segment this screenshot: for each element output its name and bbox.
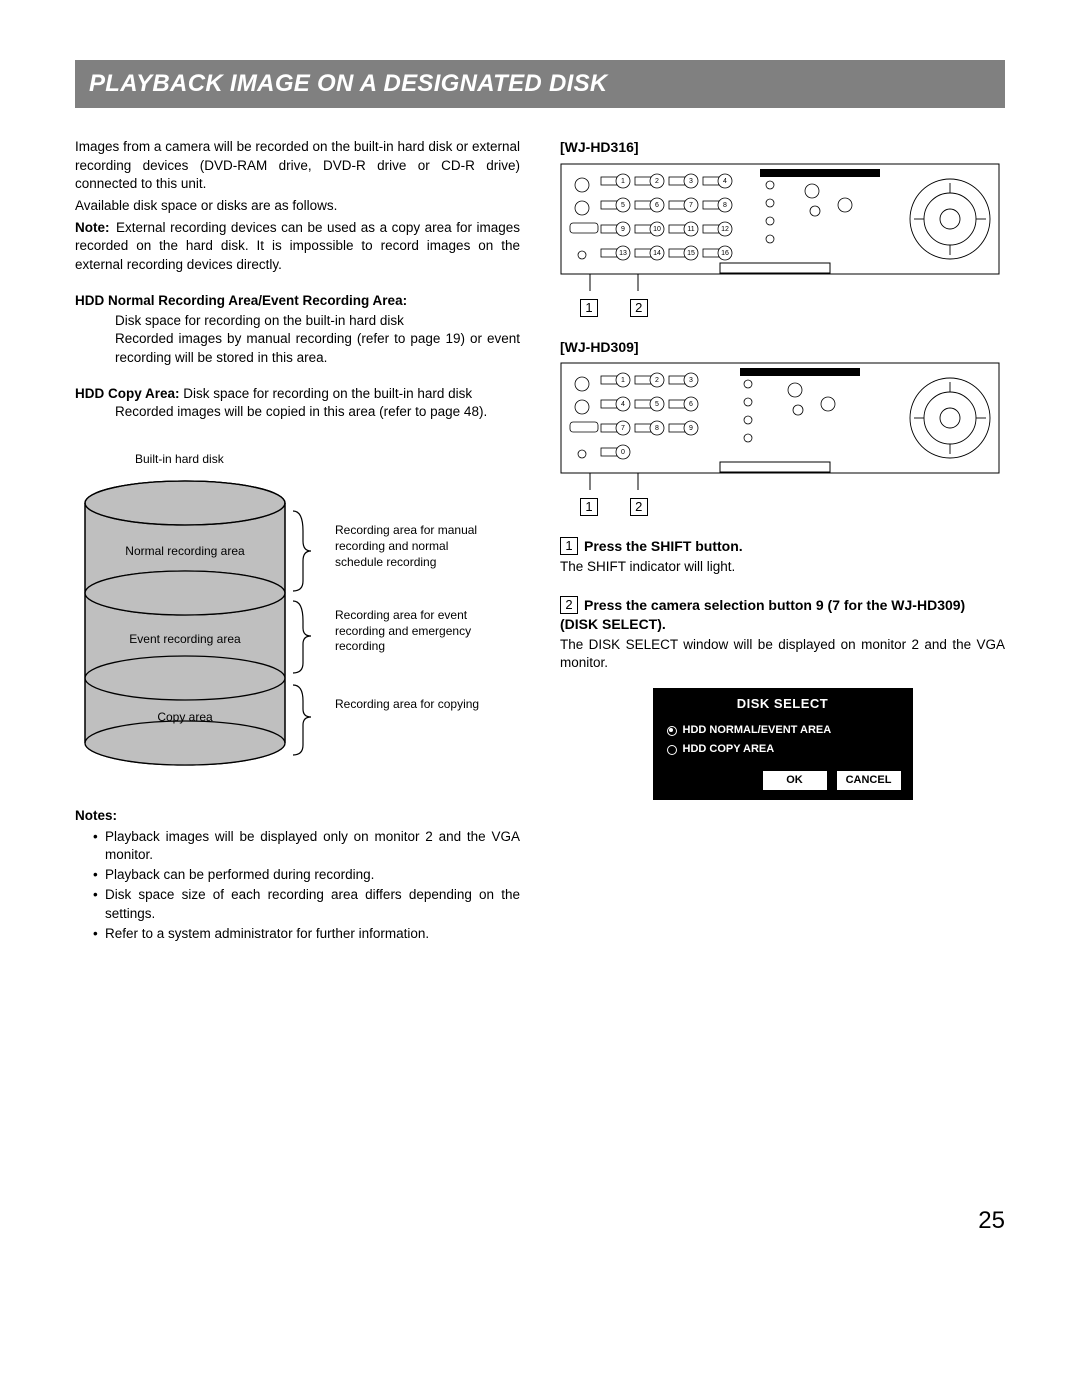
hdd-normal-heading: HDD Normal Recording Area/Event Recordin… — [75, 292, 520, 310]
note-item: Disk space size of each recording area d… — [93, 886, 520, 922]
legend-3: Recording area for copying — [335, 697, 485, 713]
disk-select-option[interactable]: HDD NORMAL/EVENT AREA — [667, 723, 899, 738]
callout-2: 2 — [630, 299, 648, 317]
svg-text:1: 1 — [621, 377, 625, 384]
note-item-tail: Refer to a system administrator for furt… — [93, 925, 520, 943]
svg-text:10: 10 — [653, 226, 661, 233]
right-column: [WJ-HD316] 12345678910111213141516 — [560, 138, 1005, 945]
cylinder-title: Built-in hard disk — [135, 451, 520, 467]
notes-heading: Notes: — [75, 807, 520, 825]
notes-list: Playback images will be displayed only o… — [75, 828, 520, 943]
svg-text:5: 5 — [655, 401, 659, 408]
svg-text:12: 12 — [721, 226, 729, 233]
svg-text:2: 2 — [655, 178, 659, 185]
hdd-normal-section: HDD Normal Recording Area/Event Recordin… — [75, 292, 520, 367]
model-309-heading: [WJ-HD309] — [560, 338, 1005, 357]
step2-num: 2 — [560, 596, 578, 614]
radio-icon — [667, 745, 677, 755]
left-column: Images from a camera will be recorded on… — [75, 138, 520, 945]
svg-text:6: 6 — [689, 401, 693, 408]
option-label: HDD NORMAL/EVENT AREA — [683, 723, 832, 738]
hdd-copy-heading: HDD Copy Area: — [75, 386, 180, 401]
model-316-heading: [WJ-HD316] — [560, 138, 1005, 157]
svg-text:Normal recording area: Normal recording area — [125, 544, 245, 558]
svg-text:15: 15 — [687, 250, 695, 257]
panel-316-callouts: 1 2 — [580, 299, 1005, 317]
disk-select-option[interactable]: HDD COPY AREA — [667, 742, 899, 757]
page-number: 25 — [75, 1205, 1005, 1237]
svg-text:8: 8 — [723, 202, 727, 209]
hdd-normal-l2: Recorded images by manual recording (ref… — [75, 330, 520, 366]
svg-text:0: 0 — [621, 449, 625, 456]
svg-text:8: 8 — [655, 425, 659, 432]
note-label: Note: — [75, 220, 110, 235]
cylinder-svg: Normal recording area Event recording ar… — [75, 473, 335, 783]
legend-2: Recording area for event recording and e… — [335, 608, 485, 655]
svg-text:9: 9 — [621, 226, 625, 233]
callout-1: 1 — [580, 498, 598, 516]
hdd-copy-l1: Recorded images will be copied in this a… — [75, 403, 520, 421]
legend-1: Recording area for manual recording and … — [335, 523, 485, 570]
step1-text: The SHIFT indicator will light. — [560, 558, 1005, 576]
step2-text: The DISK SELECT window will be displayed… — [560, 636, 1005, 672]
radio-icon — [667, 726, 677, 736]
page-title: PLAYBACK IMAGE ON A DESIGNATED DISK — [75, 60, 1005, 108]
panel-309-callouts: 1 2 — [580, 498, 1005, 516]
panel-316: 12345678910111213141516 — [560, 163, 1000, 293]
panel-309: 1 2 3 4 5 6 7 8 9 0 — [560, 362, 1000, 492]
svg-text:7: 7 — [689, 202, 693, 209]
svg-text:1: 1 — [621, 178, 625, 185]
note-item: Playback images will be displayed only o… — [93, 828, 520, 864]
svg-text:6: 6 — [655, 202, 659, 209]
step-1: 1 Press the SHIFT button. The SHIFT indic… — [560, 537, 1005, 576]
step1-heading: Press the SHIFT button. — [584, 538, 743, 554]
ok-button[interactable]: OK — [763, 771, 827, 790]
callout-2: 2 — [630, 498, 648, 516]
hdd-copy-heading-line: HDD Copy Area: Disk space for recording … — [75, 385, 520, 403]
svg-text:4: 4 — [723, 178, 727, 185]
hdd-normal-l1: Disk space for recording on the built-in… — [75, 312, 520, 330]
svg-text:9: 9 — [689, 425, 693, 432]
svg-text:16: 16 — [721, 250, 729, 257]
step-2: 2Press the camera selection button 9 (7 … — [560, 596, 1005, 672]
step2-heading: Press the camera selection button 9 (7 f… — [560, 597, 965, 632]
option-label: HDD COPY AREA — [683, 742, 775, 757]
intro-p1: Images from a camera will be recorded on… — [75, 138, 520, 193]
svg-text:11: 11 — [687, 226, 694, 233]
hdd-copy-section: HDD Copy Area: Disk space for recording … — [75, 385, 520, 421]
svg-text:Event recording area: Event recording area — [129, 632, 241, 646]
svg-text:4: 4 — [621, 401, 625, 408]
disk-select-title: DISK SELECT — [657, 692, 909, 716]
disk-select-window: DISK SELECT HDD NORMAL/EVENT AREA HDD CO… — [653, 688, 913, 800]
content-columns: Images from a camera will be recorded on… — [75, 138, 1005, 945]
step1-num: 1 — [560, 537, 578, 555]
note-item: Playback can be performed during recordi… — [93, 866, 520, 884]
intro-p2: Available disk space or disks are as fol… — [75, 197, 520, 215]
svg-text:7: 7 — [621, 425, 625, 432]
svg-text:3: 3 — [689, 377, 693, 384]
svg-text:5: 5 — [621, 202, 625, 209]
svg-text:3: 3 — [689, 178, 693, 185]
svg-text:2: 2 — [655, 377, 659, 384]
svg-text:13: 13 — [619, 250, 627, 257]
svg-text:14: 14 — [653, 250, 661, 257]
cylinder-diagram: Built-in hard disk — [75, 451, 520, 783]
hdd-copy-tail: Disk space for recording on the built-in… — [180, 386, 473, 401]
cancel-button[interactable]: CANCEL — [837, 771, 901, 790]
svg-text:Copy area: Copy area — [157, 710, 213, 724]
cylinder-legends: Recording area for manual recording and … — [335, 473, 485, 712]
callout-1: 1 — [580, 299, 598, 317]
